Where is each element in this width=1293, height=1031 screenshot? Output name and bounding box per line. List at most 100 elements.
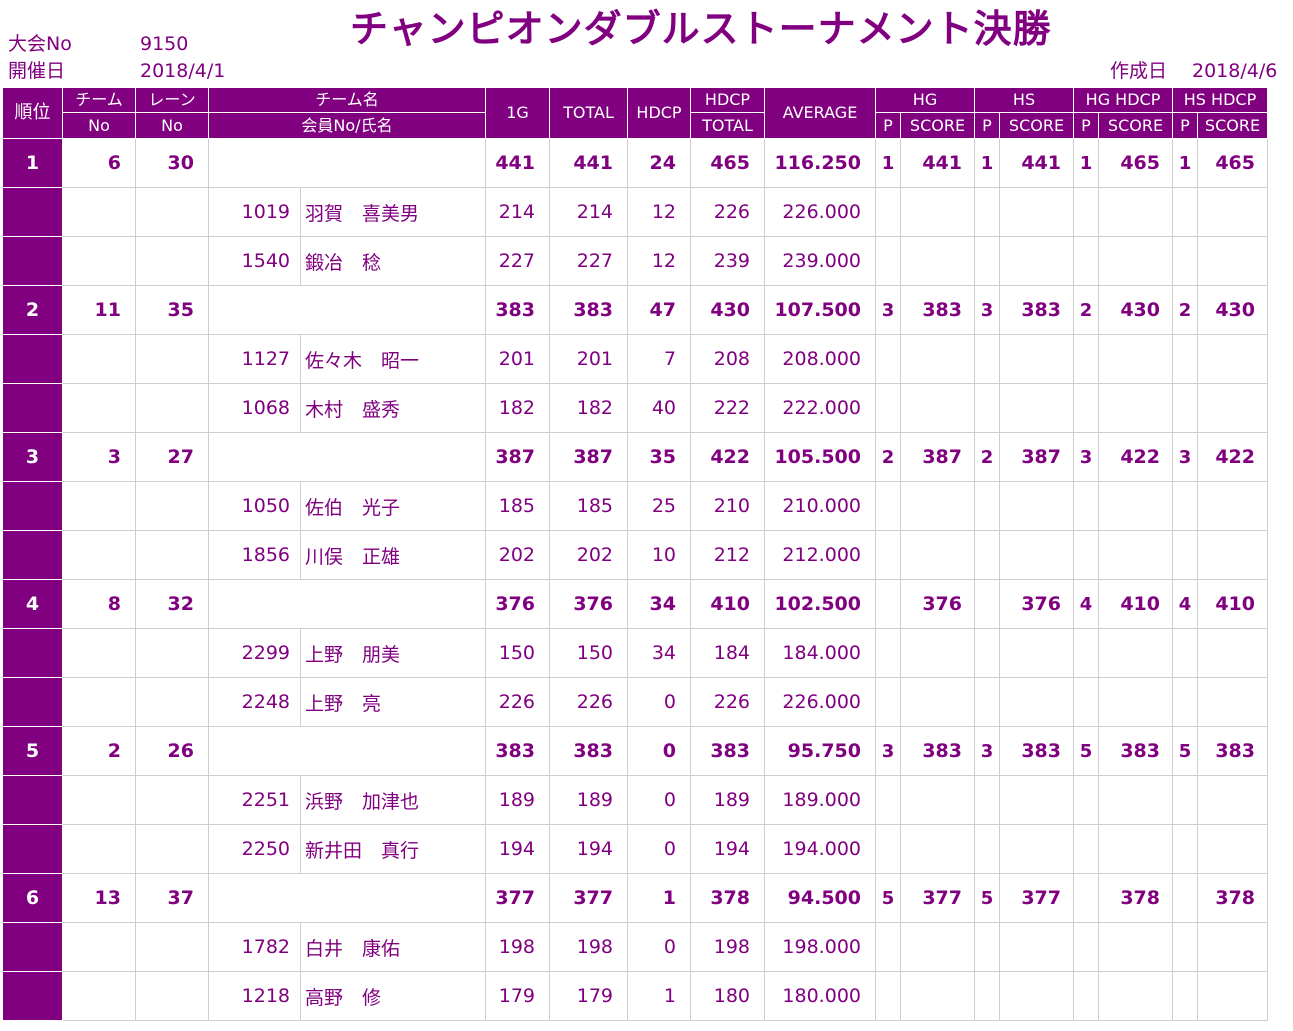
- hgh-score-cell: 422: [1098, 432, 1173, 482]
- hdcp-total-cell: 212: [690, 530, 765, 580]
- hs-score-cell: [999, 530, 1074, 580]
- member-row: 2250 新井田 真行 194 194 0 194 194.000: [2, 824, 1268, 874]
- hgh-score-cell: 465: [1098, 138, 1173, 188]
- rank-cell-empty: [2, 236, 63, 286]
- member-name-cell: 佐伯 光子: [300, 481, 486, 531]
- hg-score-cell: [900, 824, 975, 874]
- hg-p-cell: [875, 481, 901, 531]
- team-no-cell-empty: [62, 922, 136, 972]
- hg-score-cell: [900, 677, 975, 727]
- hgh-score-cell: [1098, 236, 1173, 286]
- hdcp-cell: 40: [627, 383, 691, 433]
- team-row: 1 6 30 441 441 24 465 116.250 1 441 1 441 1 465 1 465: [2, 138, 1268, 188]
- hsh-score-cell: 422: [1197, 432, 1268, 482]
- hgh-p-cell: [1073, 481, 1099, 531]
- hdcp-total-cell: 226: [690, 677, 765, 727]
- hs-score-cell: [999, 971, 1074, 1021]
- hs-score-cell: [999, 481, 1074, 531]
- hg-score-cell: 441: [900, 138, 975, 188]
- member-name-cell: 鍛冶 稔: [300, 236, 486, 286]
- total-cell: 377: [549, 873, 628, 923]
- hs-p-cell: [974, 530, 1000, 580]
- member-name-cell: 上野 朋美: [300, 628, 486, 678]
- total-cell: 194: [549, 824, 628, 874]
- hsh-score-cell: 383: [1197, 726, 1268, 776]
- rank-cell: 6: [2, 873, 63, 923]
- hsh-score-cell: [1197, 383, 1268, 433]
- hg-score-cell: [900, 628, 975, 678]
- col-hs-score: SCORE: [999, 112, 1074, 139]
- hgh-p-cell: [1073, 187, 1099, 237]
- team-no-cell-empty: [62, 677, 136, 727]
- hsh-p-cell: [1172, 530, 1198, 580]
- rank-cell-empty: [2, 971, 63, 1021]
- total-cell: 202: [549, 530, 628, 580]
- total-cell: 383: [549, 285, 628, 335]
- member-no-cell: 1127: [208, 334, 301, 384]
- member-row: 2248 上野 亮 226 226 0 226 226.000: [2, 677, 1268, 727]
- member-row: 1856 川俣 正雄 202 202 10 212 212.000: [2, 530, 1268, 580]
- hs-p-cell: [974, 922, 1000, 972]
- tournament-no-label: 大会No: [8, 33, 72, 55]
- hsh-score-cell: [1197, 187, 1268, 237]
- hsh-score-cell: 378: [1197, 873, 1268, 923]
- g1-cell: 182: [485, 383, 550, 433]
- hsh-p-cell: 3: [1172, 432, 1198, 482]
- hs-score-cell: [999, 824, 1074, 874]
- hsh-score-cell: 430: [1197, 285, 1268, 335]
- g1-cell: 376: [485, 579, 550, 629]
- g1-cell: 383: [485, 285, 550, 335]
- member-row: 1050 佐伯 光子 185 185 25 210 210.000: [2, 481, 1268, 531]
- team-no-cell: 6: [62, 138, 136, 188]
- hg-p-cell: 5: [875, 873, 901, 923]
- member-name-cell: 浜野 加津也: [300, 775, 486, 825]
- hg-p-cell: [875, 677, 901, 727]
- g1-cell: 387: [485, 432, 550, 482]
- hs-score-cell: 377: [999, 873, 1074, 923]
- col-team-no-bottom: No: [62, 112, 136, 139]
- team-row: 4 8 32 376 376 34 410 102.500 376 376 4 410 4 410: [2, 579, 1268, 629]
- member-row: 1218 高野 修 179 179 1 180 180.000: [2, 971, 1268, 1021]
- hs-p-cell: 3: [974, 726, 1000, 776]
- team-no-cell-empty: [62, 236, 136, 286]
- team-row: 6 13 37 377 377 1 378 94.500 5 377 5 377 378 378: [2, 873, 1268, 923]
- hsh-p-cell: [1172, 481, 1198, 531]
- col-hgh-score: SCORE: [1098, 112, 1173, 139]
- hgh-p-cell: 2: [1073, 285, 1099, 335]
- g1-cell: 441: [485, 138, 550, 188]
- hsh-score-cell: [1197, 677, 1268, 727]
- hgh-score-cell: 430: [1098, 285, 1173, 335]
- event-date: 2018/4/1: [140, 60, 226, 82]
- hdcp-cell: 24: [627, 138, 691, 188]
- total-cell: 383: [549, 726, 628, 776]
- hsh-p-cell: [1172, 971, 1198, 1021]
- lane-no-cell-empty: [135, 775, 209, 825]
- rank-cell-empty: [2, 530, 63, 580]
- col-hg: HG: [875, 87, 975, 113]
- hsh-p-cell: [1172, 187, 1198, 237]
- hg-p-cell: 3: [875, 285, 901, 335]
- hgh-score-cell: [1098, 971, 1173, 1021]
- hg-p-cell: 2: [875, 432, 901, 482]
- hg-p-cell: [875, 971, 901, 1021]
- hg-p-cell: [875, 775, 901, 825]
- hs-p-cell: [974, 628, 1000, 678]
- rank-cell-empty: [2, 628, 63, 678]
- hs-score-cell: [999, 383, 1074, 433]
- hdcp-cell: 1: [627, 873, 691, 923]
- g1-cell: 201: [485, 334, 550, 384]
- hg-score-cell: [900, 187, 975, 237]
- lane-no-cell-empty: [135, 677, 209, 727]
- lane-no-cell-empty: [135, 530, 209, 580]
- hgh-p-cell: 1: [1073, 138, 1099, 188]
- lane-no-cell-empty: [135, 971, 209, 1021]
- total-cell: 214: [549, 187, 628, 237]
- hsh-p-cell: [1172, 334, 1198, 384]
- hgh-score-cell: 378: [1098, 873, 1173, 923]
- hdcp-total-cell: 189: [690, 775, 765, 825]
- team-no-cell: 2: [62, 726, 136, 776]
- hgh-p-cell: [1073, 873, 1099, 923]
- hs-score-cell: [999, 922, 1074, 972]
- hs-score-cell: [999, 677, 1074, 727]
- total-cell: 198: [549, 922, 628, 972]
